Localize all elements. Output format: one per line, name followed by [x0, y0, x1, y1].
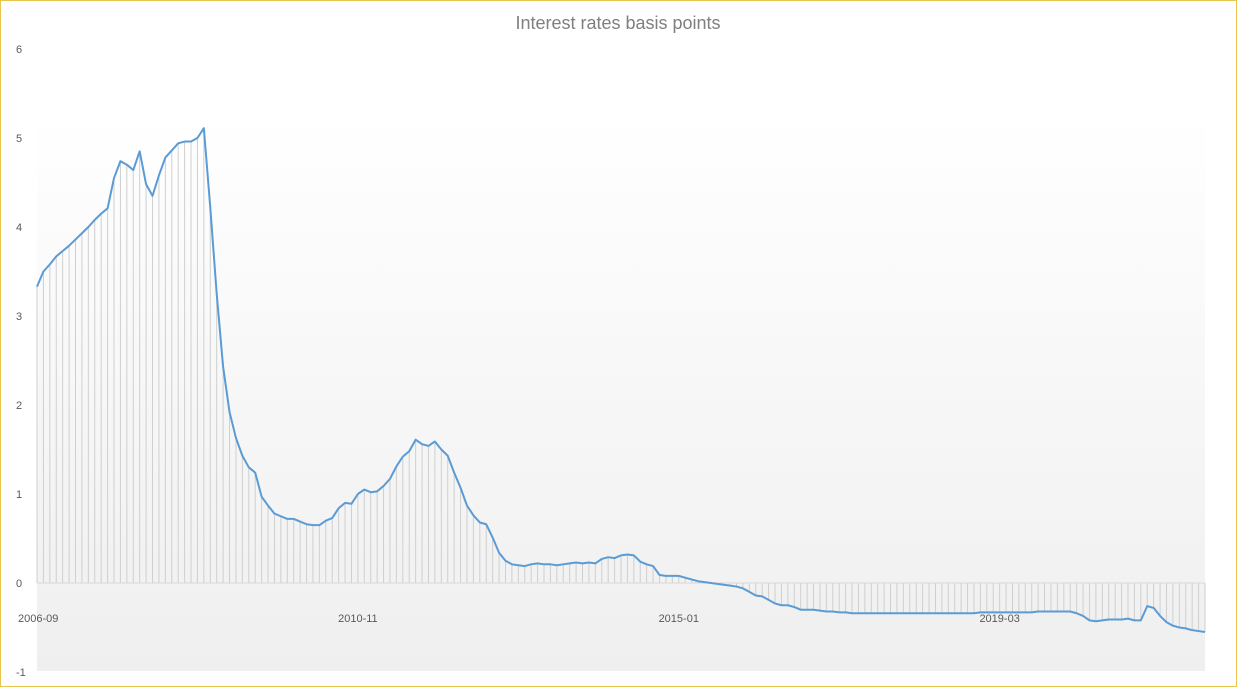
chart-title: Interest rates basis points: [515, 13, 720, 33]
x-tick-label: 2010-11: [338, 613, 378, 625]
y-tick-label: 6: [16, 44, 22, 56]
plot-area: [37, 111, 1205, 671]
y-tick-label: -1: [16, 667, 26, 679]
y-tick-label: 4: [16, 222, 22, 234]
x-tick-label: 2019-03: [979, 613, 1019, 625]
y-tick-label: 3: [16, 311, 22, 323]
y-tick-label: 0: [16, 578, 22, 590]
y-axis-ticks: -1 0 1 2 3 4 5 6: [16, 44, 26, 679]
x-tick-label: 2015-01: [659, 613, 699, 625]
y-tick-label: 1: [16, 489, 22, 501]
y-tick-label: 5: [16, 133, 22, 145]
y-tick-label: 2: [16, 400, 22, 412]
x-tick-label: 2006-09: [18, 613, 58, 625]
